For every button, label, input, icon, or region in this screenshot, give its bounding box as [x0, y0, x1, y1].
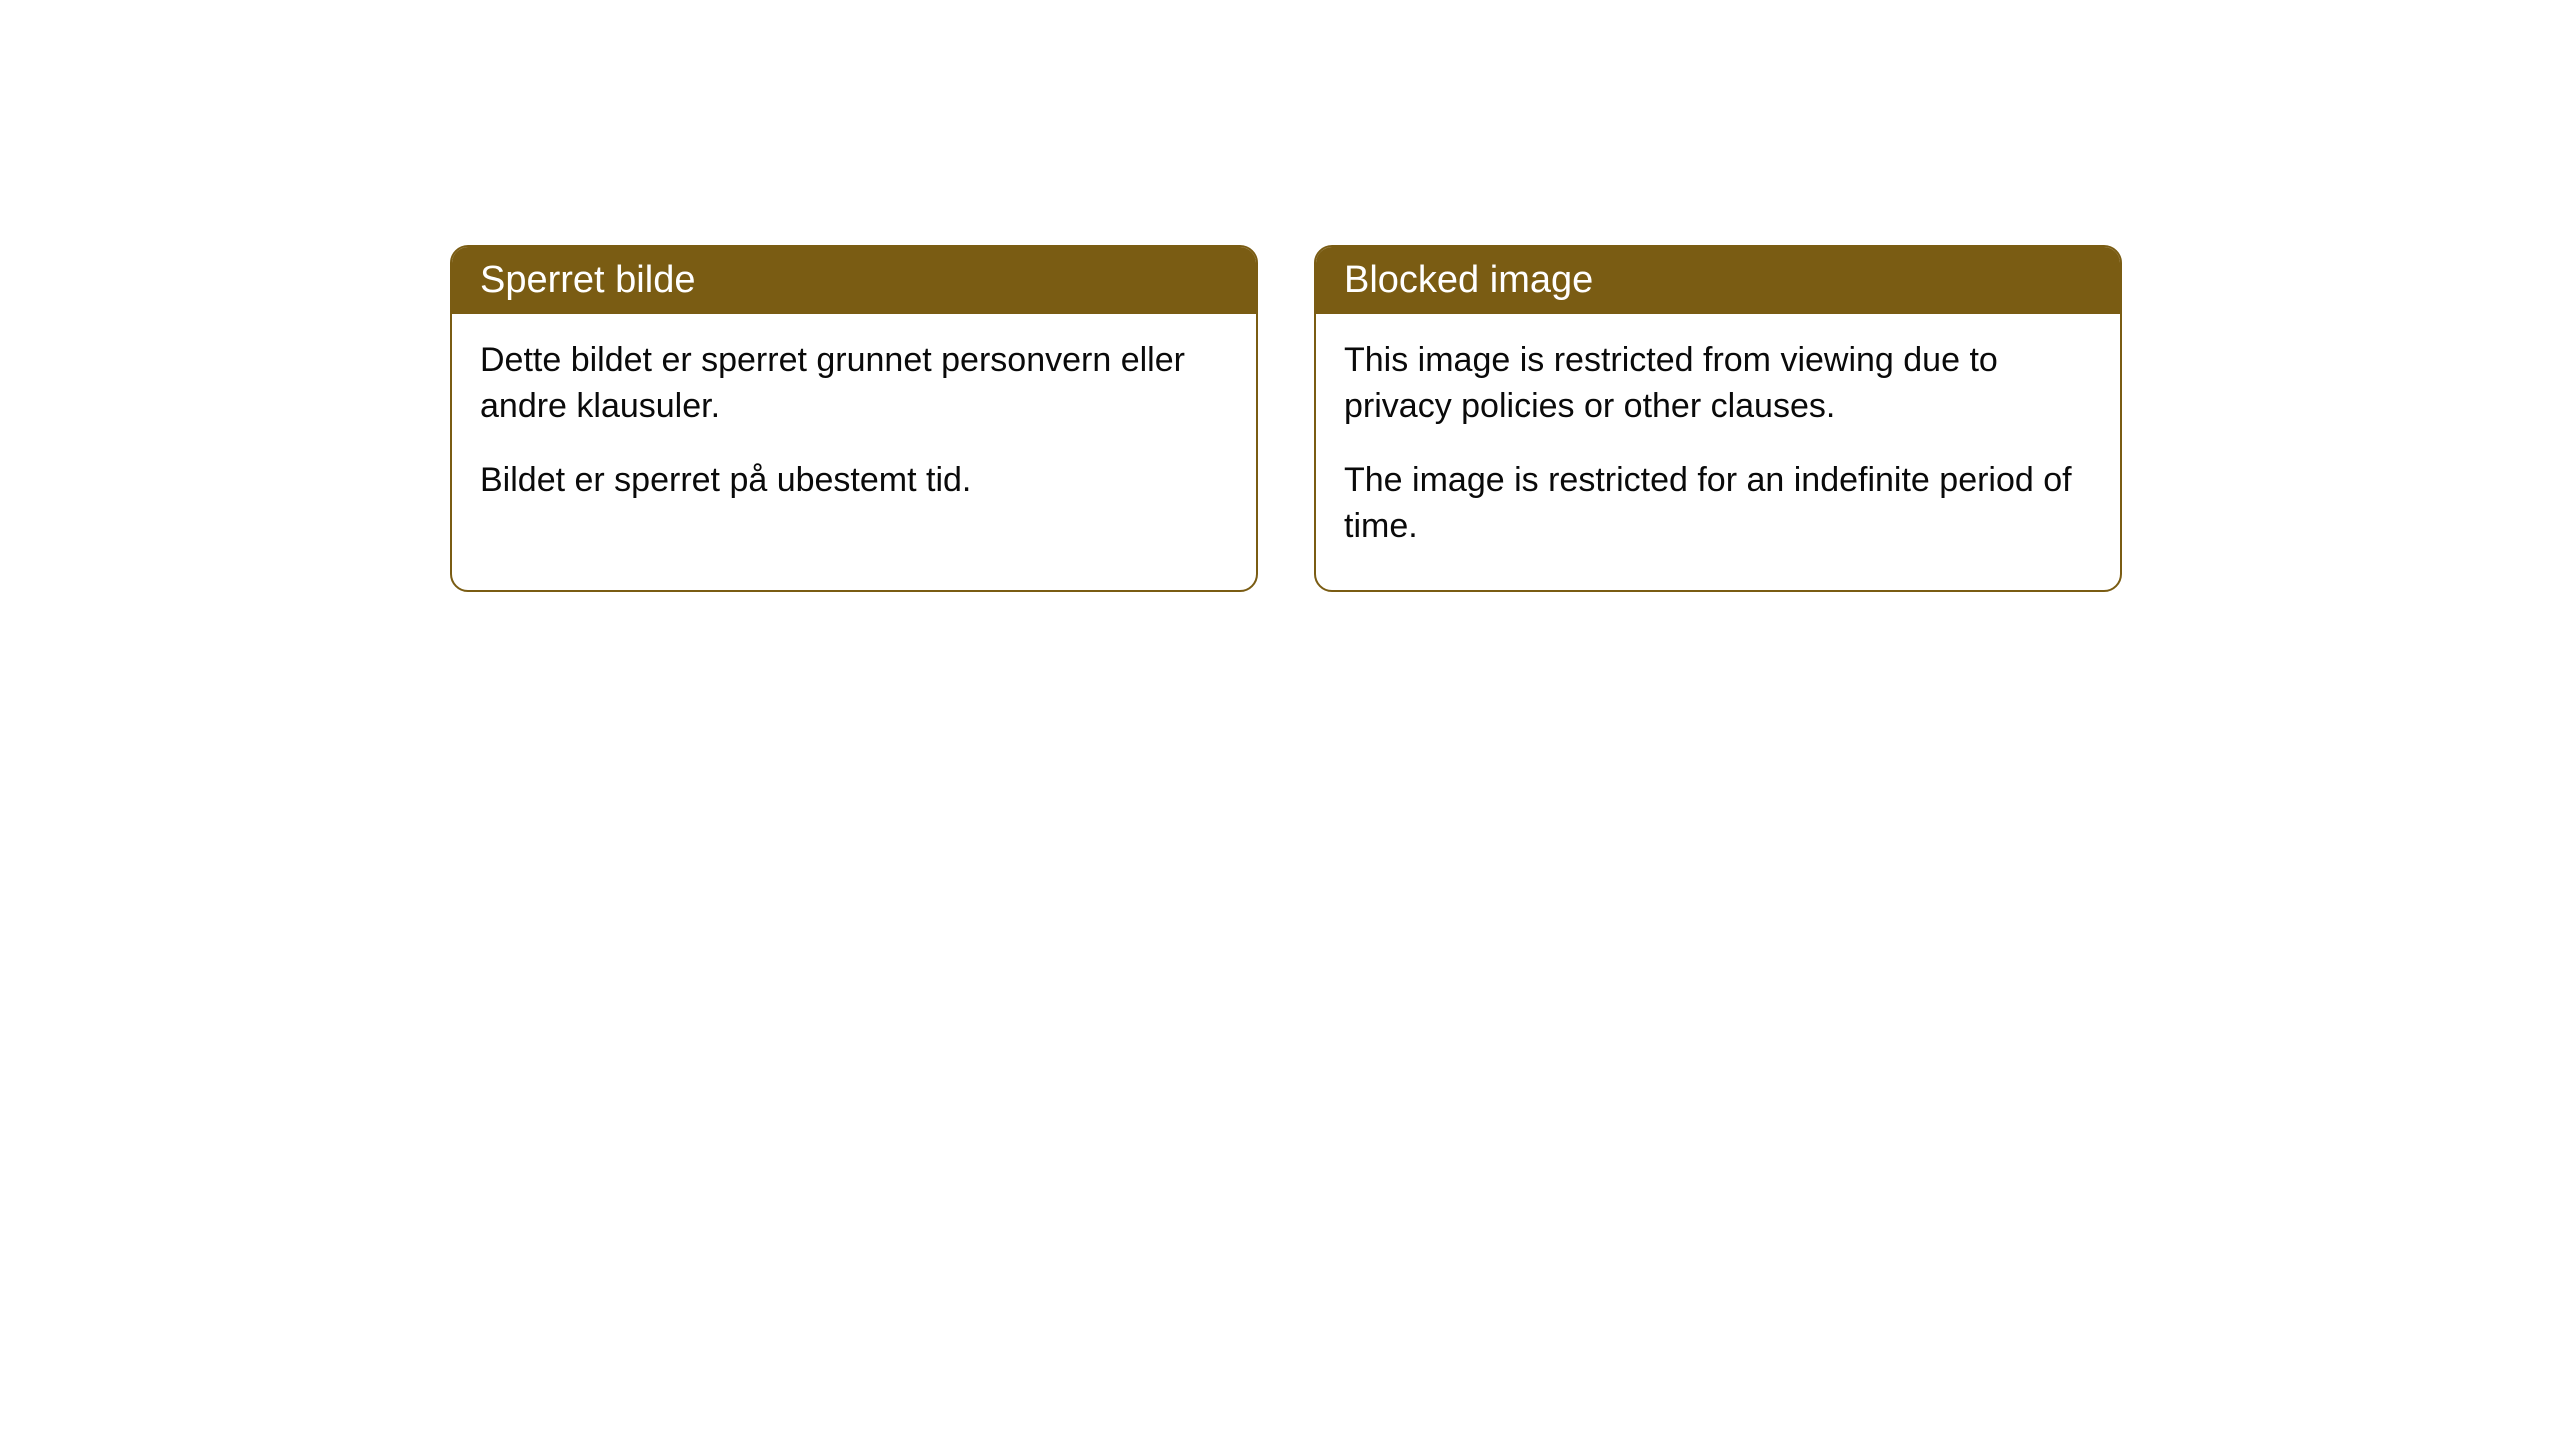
card-paragraph: The image is restricted for an indefinit… [1344, 458, 2092, 550]
card-paragraph: Bildet er sperret på ubestemt tid. [480, 458, 1228, 504]
card-english: Blocked image This image is restricted f… [1314, 245, 2122, 592]
card-paragraph: Dette bildet er sperret grunnet personve… [480, 338, 1228, 430]
card-header-norwegian: Sperret bilde [452, 247, 1256, 314]
card-paragraph: This image is restricted from viewing du… [1344, 338, 2092, 430]
card-title: Blocked image [1344, 259, 1593, 301]
blocked-image-cards: Sperret bilde Dette bildet er sperret gr… [450, 245, 2122, 592]
card-title: Sperret bilde [480, 259, 695, 301]
card-body-norwegian: Dette bildet er sperret grunnet personve… [452, 314, 1256, 544]
card-header-english: Blocked image [1316, 247, 2120, 314]
card-body-english: This image is restricted from viewing du… [1316, 314, 2120, 590]
card-norwegian: Sperret bilde Dette bildet er sperret gr… [450, 245, 1258, 592]
